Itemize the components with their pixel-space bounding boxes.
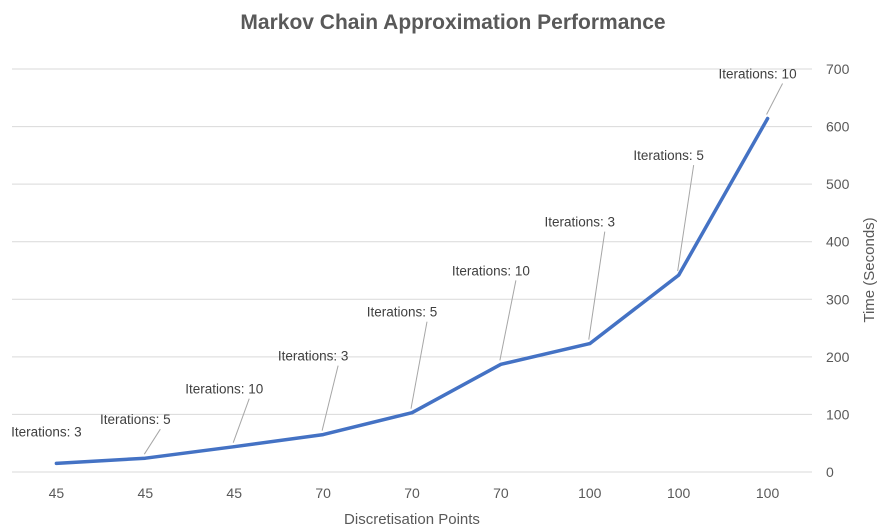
y-tick-label: 600 — [826, 119, 850, 135]
data-point — [410, 411, 414, 415]
data-label: Iterations: 3 — [545, 215, 616, 230]
x-tick-label: 45 — [138, 485, 154, 501]
x-tick-label: 70 — [493, 485, 509, 501]
leader-line — [232, 398, 250, 443]
y-tick-label: 300 — [826, 291, 850, 307]
leader-line — [677, 165, 695, 272]
x-tick-label: 45 — [226, 485, 242, 501]
gridlines — [12, 68, 812, 473]
chart-title: Markov Chain Approximation Performance — [240, 11, 665, 34]
series — [54, 116, 770, 466]
leader-line — [499, 280, 517, 361]
data-label: Iterations: 10 — [719, 67, 797, 82]
x-tick-label: 100 — [578, 485, 602, 501]
x-tick-label: 70 — [404, 485, 420, 501]
data-point — [232, 445, 236, 449]
data-point — [677, 273, 681, 277]
data-label: Iterations: 10 — [185, 382, 263, 397]
data-point — [588, 342, 592, 346]
data-label: Iterations: 3 — [11, 424, 82, 439]
leader-line — [588, 231, 606, 340]
y-tick-label: 500 — [826, 176, 850, 192]
data-point — [321, 433, 325, 437]
y-tick-label: 0 — [826, 464, 834, 480]
x-axis-title: Discretisation Points — [344, 511, 480, 528]
data-point — [499, 362, 503, 366]
leader-line — [410, 321, 428, 409]
y-tick-label: 200 — [826, 349, 850, 365]
y-tick-label: 700 — [826, 61, 850, 77]
x-tick-label: 100 — [667, 485, 691, 501]
x-tick-label: 100 — [756, 485, 780, 501]
data-label: Iterations: 3 — [278, 349, 349, 364]
data-point — [54, 461, 58, 465]
data-labels: Iterations: 3 Iterations: 5 Iterations: 10… — [11, 67, 796, 440]
leader-lines — [143, 83, 783, 455]
leader-line — [321, 365, 339, 431]
y-tick-label: 400 — [826, 234, 850, 250]
leader-line — [143, 428, 161, 455]
y-axis-ticks: 0 100 200 300 400 500 600 700 — [826, 61, 850, 480]
data-label: Iterations: 5 — [633, 148, 704, 163]
data-label: Iterations: 10 — [452, 263, 530, 278]
data-point — [766, 117, 770, 121]
y-tick-label: 100 — [826, 406, 850, 422]
data-point — [143, 456, 147, 460]
y-axis-title: Time (Seconds) — [861, 217, 878, 322]
x-tick-label: 70 — [315, 485, 331, 501]
data-label: Iterations: 5 — [367, 305, 438, 320]
data-label: Iterations: 5 — [100, 412, 171, 427]
x-axis-ticks: 45 45 45 70 70 70 100 100 100 — [49, 485, 780, 501]
x-tick-label: 45 — [49, 485, 65, 501]
leader-line — [766, 83, 783, 115]
